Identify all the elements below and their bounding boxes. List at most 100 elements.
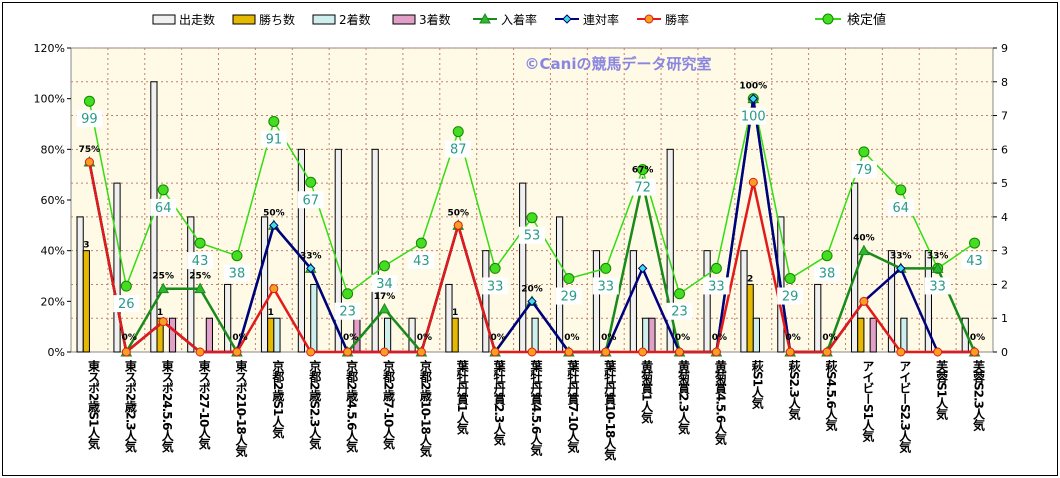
score-label-box (408, 252, 435, 270)
marker-検定値 (600, 262, 612, 274)
y-left-tick-label: 0% (48, 346, 65, 359)
marker-勝率 (933, 347, 943, 357)
score-label: 33 (929, 279, 946, 294)
y-right-tick-label: 5 (1001, 177, 1008, 190)
rate-label: 20% (521, 284, 543, 294)
marker-検定値 (563, 273, 575, 285)
bar-出走数 (519, 182, 527, 353)
x-category-label: 京都2歳7-10人気 (381, 359, 395, 450)
bar-2着数 (273, 317, 281, 353)
x-category-label: 東スポ27-10人気 (197, 359, 211, 450)
score-label: 33 (597, 279, 614, 294)
marker-入着率 (157, 282, 170, 294)
score-label: 79 (856, 163, 873, 178)
marker-連対率 (896, 263, 906, 274)
score-label: 87 (450, 143, 467, 158)
bar-出走数 (740, 250, 748, 353)
x-category-label: 芙蓉S1人気 (935, 359, 949, 421)
rate-label: 0% (712, 333, 727, 343)
score-label-box (924, 277, 951, 295)
bar-2着数 (900, 317, 908, 353)
bar-3着数 (205, 317, 213, 353)
rate-label: 40% (853, 234, 875, 244)
marker-連対率 (527, 296, 537, 307)
legend-swatch-勝ち数 (232, 14, 256, 25)
marker-連対率 (306, 263, 316, 274)
rate-label: 50% (447, 208, 469, 218)
score-label-box (666, 302, 693, 320)
bar-出走数 (703, 250, 711, 353)
score-label: 33 (708, 279, 725, 294)
score-label: 72 (634, 181, 651, 196)
marker-勝率 (306, 347, 316, 357)
y-left-tick-label: 100% (34, 93, 65, 106)
x-category-label: アイビーS1人気 (861, 360, 875, 443)
y-left-tick-label: 120% (34, 42, 65, 55)
score-label: 99 (81, 112, 98, 127)
marker-勝率 (453, 220, 463, 230)
rate-label: 0% (675, 333, 690, 343)
legend-label: 出走数 (179, 12, 215, 27)
bar-2着数 (383, 317, 392, 353)
marker-連対率 (269, 220, 279, 231)
score-label-box (519, 226, 545, 244)
bar-count-label: 2 (747, 274, 753, 284)
bar-count-label: 1 (452, 308, 458, 318)
score-label-box (555, 287, 582, 305)
y-right-tick-label: 2 (1001, 278, 1008, 291)
marker-勝率 (121, 347, 131, 357)
score-label: 23 (339, 305, 356, 320)
marker-勝率 (195, 347, 205, 357)
bar-count-label: 1 (157, 308, 163, 318)
bar-出走数 (482, 250, 490, 353)
x-category-label: 京都2歳4.5.6人気 (345, 359, 359, 454)
marker-勝率 (638, 347, 648, 357)
score-label: 29 (561, 290, 578, 305)
x-category-label: 芙蓉S2.3人気 (972, 359, 986, 432)
rate-label: 0% (564, 333, 579, 343)
legend-label: 勝ち数 (259, 12, 295, 27)
legend-swatch-出走数 (152, 14, 176, 25)
marker-検定値 (120, 280, 132, 292)
rate-label: 25% (189, 272, 211, 282)
x-category-label: 東スポ2歳S1人気 (86, 359, 100, 450)
marker-勝率 (269, 284, 279, 294)
marker-勝率 (675, 347, 685, 357)
marker-検定値 (378, 260, 390, 272)
x-category-label: 京都2歳10-18人気 (418, 359, 432, 458)
x-category-label: 東スポ2歳2.3人気 (123, 359, 137, 454)
legend-label: 2着数 (339, 12, 371, 27)
score-label-box (703, 277, 730, 295)
rate-label: 67% (632, 165, 654, 175)
rate-label: 0% (601, 333, 616, 343)
legend: 出走数 勝ち数 2着数 3着数 入着率 連対率 勝率 検定値 (152, 12, 886, 28)
legend-label: 勝率 (665, 12, 689, 27)
marker-勝率 (158, 317, 168, 327)
score-label: 43 (413, 254, 430, 269)
rate-label: 0% (122, 333, 137, 343)
y-right-tick-label: 0 (1001, 346, 1008, 359)
marker-検定値 (821, 250, 833, 262)
x-category-label: 黄菊賞4.5.6人気 (713, 359, 727, 446)
bar-出走数 (113, 182, 121, 353)
bar-count-label: 3 (83, 241, 89, 251)
rate-label: 33% (300, 251, 322, 261)
score-label: 29 (782, 290, 799, 305)
marker-検定値 (157, 184, 169, 196)
marker-検定値 (969, 237, 981, 249)
score-label-box (777, 287, 804, 305)
score-label-box (371, 274, 398, 292)
score-label: 33 (487, 279, 504, 294)
score-label-box (334, 302, 361, 320)
bar-出走数 (408, 317, 416, 353)
marker-検定値 (895, 184, 907, 196)
x-category-label: 葉牡丹賞10-18人気 (603, 359, 617, 461)
labels: 3 1 1 1 2 99 26 64 43 38 91 67 23 34 43 87 33 53 29 33 72 23 3… (76, 82, 988, 343)
marker-入着率 (194, 282, 206, 294)
score-label: 43 (966, 254, 983, 269)
rate-label: 50% (263, 208, 285, 218)
x-category-label: 葉牡丹賞2.3人気 (492, 359, 506, 446)
bar-出走数 (260, 216, 269, 353)
rate-label: 0% (417, 333, 432, 343)
